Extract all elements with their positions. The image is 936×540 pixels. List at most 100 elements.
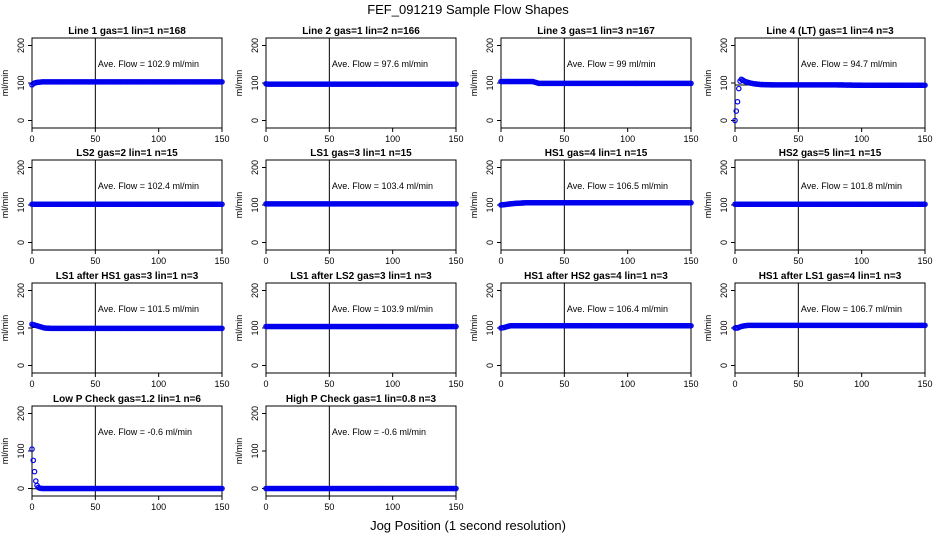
y-tick-label: 200 <box>719 38 729 53</box>
x-tick-label: 50 <box>559 379 569 389</box>
x-tick-label: 50 <box>90 502 100 512</box>
average-flow-annotation: Ave. Flow = 106.4 ml/min <box>567 304 668 314</box>
x-tick-label: 150 <box>214 256 229 266</box>
x-tick-label: 150 <box>448 256 463 266</box>
y-tick-label: 200 <box>719 160 729 175</box>
x-tick-label: 150 <box>214 502 229 512</box>
average-flow-annotation: Ave. Flow = 101.5 ml/min <box>98 304 199 314</box>
y-tick-label: 0 <box>485 240 495 245</box>
y-axis-label: ml/min <box>234 70 244 97</box>
chart-panel-6: LS1 gas=3 lin=1 n=15 ml/min 0 100 200 0 50 100 1… <box>234 148 464 266</box>
y-tick-label: 200 <box>16 38 26 53</box>
chart-panel-13: Low P Check gas=1.2 lin=1 n=6 ml/min 0 100 2… <box>0 394 230 512</box>
y-tick-label: 100 <box>250 320 260 335</box>
data-point <box>735 85 742 92</box>
chart-panel-7: HS1 gas=4 lin=1 n=15 ml/min 0 100 200 0 50 100 1… <box>469 148 699 266</box>
x-tick-label: 50 <box>90 379 100 389</box>
y-axis-label: ml/min <box>234 315 244 342</box>
data-point <box>688 322 694 329</box>
y-tick-label: 0 <box>485 118 495 123</box>
x-tick-label: 50 <box>90 256 100 266</box>
data-point <box>688 199 694 206</box>
chart-panel-14: High P Check gas=1 lin=0.8 n=3 ml/min 0 100… <box>234 394 464 512</box>
x-tick-label: 100 <box>385 134 400 144</box>
x-tick-label: 100 <box>854 256 869 266</box>
y-axis-label: ml/min <box>0 70 10 97</box>
y-axis-label: ml/min <box>234 192 244 219</box>
x-tick-label: 50 <box>324 134 334 144</box>
series-band <box>263 80 459 87</box>
x-tick-label: 150 <box>917 379 932 389</box>
average-flow-annotation: Ave. Flow = 97.6 ml/min <box>332 59 428 69</box>
panel-title: LS1 after HS1 gas=3 lin=1 n=3 <box>56 271 199 282</box>
series-band <box>29 321 225 332</box>
x-tick-label: 0 <box>29 256 34 266</box>
panel-title: LS1 after LS2 gas=3 lin=1 n=3 <box>290 271 432 282</box>
chart-panel-8: HS2 gas=5 lin=1 n=15 ml/min 0 100 200 0 50 100 1… <box>703 148 933 266</box>
x-tick-label: 150 <box>917 134 932 144</box>
y-tick-label: 100 <box>16 443 26 458</box>
y-axis-label: ml/min <box>469 315 479 342</box>
y-tick-label: 0 <box>719 240 729 245</box>
y-tick-label: 200 <box>250 160 260 175</box>
y-tick-label: 0 <box>16 118 26 123</box>
series-band <box>498 78 694 87</box>
x-tick-label: 50 <box>559 256 569 266</box>
y-axis-label: ml/min <box>0 315 10 342</box>
series-band <box>263 323 459 330</box>
panel-title: High P Check gas=1 lin=0.8 n=3 <box>286 394 437 405</box>
x-tick-label: 100 <box>151 379 166 389</box>
x-tick-label: 100 <box>854 379 869 389</box>
x-tick-label: 100 <box>620 134 635 144</box>
y-tick-label: 200 <box>16 406 26 421</box>
data-point <box>453 485 459 492</box>
y-tick-label: 100 <box>719 320 729 335</box>
x-tick-label: 100 <box>151 134 166 144</box>
y-tick-label: 0 <box>16 486 26 491</box>
series-band <box>29 446 225 492</box>
y-tick-label: 100 <box>16 320 26 335</box>
y-tick-label: 200 <box>16 283 26 298</box>
panel-title: HS1 after LS1 gas=4 lin=1 n=3 <box>759 271 902 282</box>
y-tick-label: 200 <box>485 160 495 175</box>
series-band <box>29 79 225 88</box>
chart-panel-12: HS1 after LS1 gas=4 lin=1 n=3 ml/min 0 100 2… <box>703 271 933 389</box>
data-point <box>453 81 459 87</box>
data-point <box>31 468 38 475</box>
average-flow-annotation: Ave. Flow = 102.4 ml/min <box>98 181 199 191</box>
y-axis-label: ml/min <box>703 192 713 219</box>
y-axis-label: ml/min <box>703 315 713 342</box>
y-tick-label: 200 <box>16 160 26 175</box>
chart-panel-11: HS1 after HS2 gas=4 lin=1 n=3 ml/min 0 100 2… <box>469 271 699 389</box>
x-tick-label: 0 <box>732 134 737 144</box>
x-tick-label: 150 <box>683 379 698 389</box>
x-tick-label: 50 <box>793 379 803 389</box>
data-point <box>219 485 225 492</box>
average-flow-annotation: Ave. Flow = -0.6 ml/min <box>332 427 426 437</box>
average-flow-annotation: Ave. Flow = 106.7 ml/min <box>801 304 902 314</box>
x-tick-label: 0 <box>498 134 503 144</box>
x-tick-label: 100 <box>385 379 400 389</box>
y-tick-label: 200 <box>485 283 495 298</box>
x-axis-label: Jog Position (1 second resolution) <box>370 518 566 533</box>
x-tick-label: 50 <box>324 379 334 389</box>
y-tick-label: 100 <box>485 75 495 90</box>
panel-title: LS2 gas=2 lin=1 n=15 <box>76 148 178 159</box>
x-tick-label: 100 <box>385 256 400 266</box>
y-tick-label: 100 <box>250 75 260 90</box>
data-point <box>32 478 39 484</box>
y-tick-label: 100 <box>485 320 495 335</box>
x-tick-label: 150 <box>214 134 229 144</box>
x-tick-label: 100 <box>385 502 400 512</box>
y-tick-label: 200 <box>719 283 729 298</box>
x-tick-label: 0 <box>29 502 34 512</box>
plot-frame <box>31 405 223 497</box>
data-point <box>922 82 928 89</box>
x-tick-label: 100 <box>151 256 166 266</box>
average-flow-annotation: Ave. Flow = 103.9 ml/min <box>332 304 433 314</box>
x-tick-label: 100 <box>854 134 869 144</box>
x-tick-label: 150 <box>448 134 463 144</box>
panel-title: HS1 gas=4 lin=1 n=15 <box>545 148 648 159</box>
y-tick-label: 200 <box>250 283 260 298</box>
